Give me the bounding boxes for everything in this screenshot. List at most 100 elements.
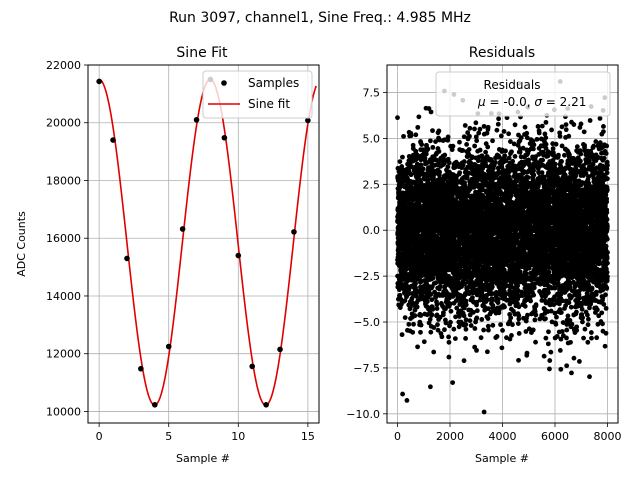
residual-point	[443, 320, 449, 326]
residual-point	[437, 169, 442, 175]
sine-fit-ytick-label: 14000	[46, 290, 81, 303]
residual-point	[413, 281, 418, 287]
residual-point	[472, 326, 478, 331]
residual-point	[413, 132, 419, 138]
residuals-ytick-label: −7.5	[353, 362, 380, 375]
residual-point	[430, 306, 436, 312]
residual-point	[429, 312, 435, 317]
residual-point	[431, 325, 437, 330]
residual-point	[435, 322, 440, 328]
residual-point	[500, 328, 505, 333]
residual-point	[415, 344, 420, 350]
sample-point	[221, 134, 228, 141]
residual-point	[506, 155, 512, 161]
residual-point	[474, 347, 479, 353]
residual-point	[451, 326, 457, 332]
residual-point	[416, 114, 422, 120]
residual-point	[411, 321, 416, 327]
residual-point	[418, 329, 423, 335]
residual-point	[498, 322, 503, 328]
residual-point	[414, 304, 420, 310]
residual-point	[463, 326, 469, 332]
residual-point	[457, 139, 462, 145]
residual-point	[466, 147, 472, 152]
residual-point	[423, 151, 429, 157]
residual-point	[408, 133, 414, 139]
residual-point	[461, 159, 467, 164]
sine-fit-title: Sine Fit	[176, 45, 228, 61]
residual-point	[473, 120, 479, 126]
residual-point	[442, 327, 447, 333]
residual-point	[424, 160, 430, 166]
residual-point	[399, 332, 405, 338]
residual-point	[468, 323, 474, 328]
residual-point	[401, 133, 406, 139]
residual-point	[506, 131, 512, 137]
residual-point	[502, 304, 507, 310]
sine-fit-ytick-label: 16000	[46, 232, 81, 245]
residual-point	[490, 138, 495, 144]
residuals-xtick-label: 6000	[541, 430, 569, 443]
residuals-ytick-label: 7.5	[363, 87, 381, 100]
residuals-xtick-label: 4000	[489, 430, 517, 443]
residual-point	[430, 128, 435, 134]
residual-point	[436, 128, 442, 134]
residuals-title: Residuals	[469, 45, 535, 61]
residual-point	[431, 349, 437, 355]
residual-point	[485, 144, 491, 150]
residual-point	[414, 293, 419, 299]
residual-point	[432, 189, 438, 195]
sample-point	[235, 252, 242, 259]
sine-fit-ytick-label: 10000	[46, 405, 81, 418]
residuals-xtick-label: 8000	[594, 430, 622, 443]
residual-point	[425, 146, 431, 152]
residual-point	[490, 322, 496, 328]
residual-point	[395, 115, 400, 121]
legend-sinefit-label: Sine fit	[248, 97, 290, 111]
residuals-ytick-label: 0.0	[363, 224, 381, 237]
residuals-ytick-label: 5.0	[363, 132, 381, 145]
residual-point	[445, 164, 451, 170]
sine-fit-ytick-label: 22000	[46, 59, 81, 72]
residual-point	[448, 319, 453, 325]
residual-point	[463, 322, 469, 327]
sample-point	[165, 343, 172, 350]
residual-point	[441, 310, 446, 315]
residual-point	[512, 122, 518, 128]
residual-point	[402, 315, 408, 321]
sine-fit-panel: Sine Fit 0 5 10 151000012000140001600018000…	[15, 45, 320, 465]
residual-point	[502, 153, 508, 159]
residual-point	[461, 358, 467, 364]
residual-point	[443, 306, 448, 312]
residual-point	[485, 316, 491, 321]
residual-point	[494, 127, 500, 133]
residual-point	[418, 322, 424, 328]
sine-fit-xtick-label: 15	[301, 430, 315, 443]
residual-point	[427, 317, 433, 322]
residual-point	[509, 333, 514, 338]
residual-point	[515, 321, 521, 326]
residual-point	[481, 123, 487, 129]
residual-point	[428, 292, 434, 297]
residual-point	[415, 289, 421, 295]
residual-point	[433, 139, 438, 145]
residual-point	[428, 329, 434, 335]
residual-point	[434, 306, 440, 311]
residuals-xtick-label: 2000	[436, 430, 464, 443]
residual-point	[419, 142, 425, 147]
residual-point	[485, 124, 491, 130]
residual-point	[460, 148, 466, 153]
residual-point	[415, 124, 421, 130]
residual-point	[484, 349, 490, 355]
residual-point	[406, 291, 412, 297]
residual-point	[446, 334, 451, 340]
sample-point	[249, 363, 256, 370]
residual-point	[509, 149, 514, 155]
residual-point	[439, 334, 445, 340]
sine-fit-ylabel: ADC Counts	[15, 211, 28, 277]
residual-point	[436, 149, 442, 154]
residual-point	[405, 278, 411, 284]
residual-point	[462, 123, 468, 128]
residual-point	[406, 321, 412, 327]
sample-point	[291, 229, 297, 235]
